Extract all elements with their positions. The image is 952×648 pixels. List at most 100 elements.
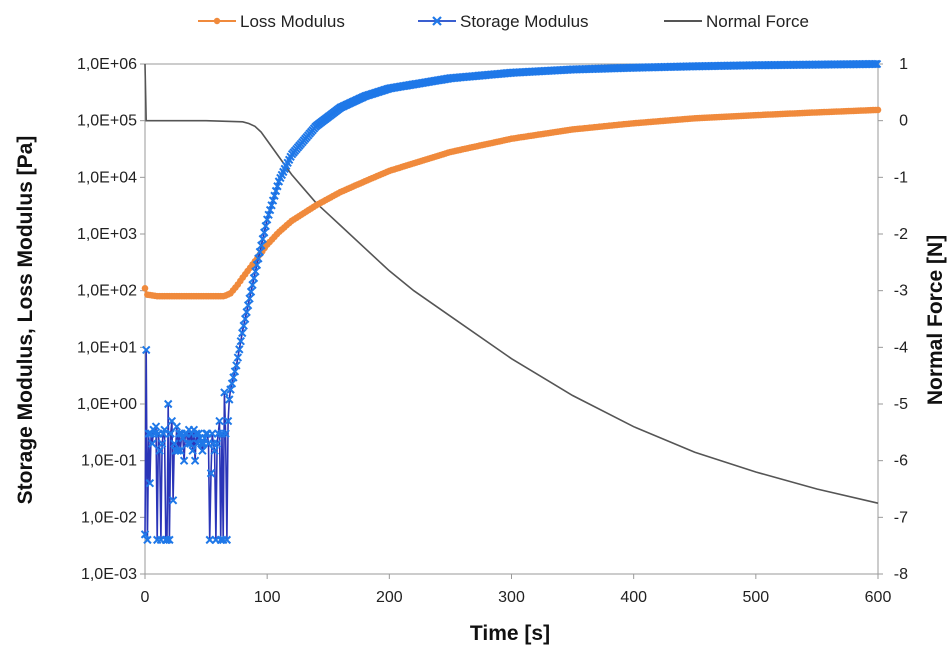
- x-tick-label: 200: [376, 589, 403, 606]
- storage-modulus-point: [260, 228, 269, 237]
- y-left-axis-title: Storage Modulus, Loss Modulus [Pa]: [14, 136, 37, 505]
- loss-modulus-point: [874, 106, 882, 114]
- series-loss-modulus-points: [141, 106, 882, 300]
- storage-modulus-point: [148, 439, 157, 448]
- storage-modulus-point: [140, 530, 150, 539]
- storage-modulus-point: [155, 446, 164, 455]
- storage-modulus-point: [230, 367, 240, 376]
- x-tick-label: 600: [865, 589, 892, 606]
- y-right-tick-label: 1: [899, 56, 908, 73]
- storage-modulus-point: [142, 345, 151, 355]
- storage-modulus-point: [254, 254, 263, 263]
- storage-modulus-point: [243, 301, 253, 310]
- series-storage-modulus-points: [140, 59, 882, 545]
- storage-modulus-point: [172, 422, 181, 431]
- y-right-tick-label: -3: [894, 283, 908, 300]
- x-axis-title: Time [s]: [470, 622, 550, 645]
- legend-item-storage-modulus: Storage Modulus: [418, 12, 589, 31]
- storage-modulus-point: [248, 280, 257, 290]
- storage-modulus-point: [239, 321, 248, 330]
- y-left-tick-label: 1,0E+05: [77, 113, 137, 130]
- storage-modulus-point: [245, 294, 254, 303]
- y-left-tick-label: 1,0E+01: [77, 339, 137, 356]
- storage-modulus-point: [255, 247, 265, 257]
- storage-modulus-point: [207, 429, 217, 438]
- storage-modulus-point: [185, 439, 195, 448]
- y-left-tick-label: 1,0E-01: [81, 453, 137, 470]
- storage-modulus-point: [157, 439, 167, 448]
- storage-modulus-point: [205, 535, 214, 545]
- legend: Loss Modulus Storage Modulus Normal Forc…: [198, 12, 809, 31]
- y-left-tick-label: 1,0E+03: [77, 226, 137, 243]
- storage-modulus-point: [166, 429, 175, 438]
- storage-modulus-point: [179, 456, 189, 465]
- storage-modulus-point: [872, 59, 882, 69]
- y-right-axis: -8 -7 -6 -5 -4 -3 -2 -1 0 1: [878, 56, 908, 583]
- storage-modulus-point: [242, 307, 251, 317]
- y-right-tick-label: -6: [894, 453, 908, 470]
- legend-item-normal-force: Normal Force: [664, 12, 809, 31]
- storage-modulus-point: [183, 439, 192, 448]
- y-left-tick-label: 1,0E+00: [77, 396, 137, 413]
- storage-modulus-point: [173, 446, 183, 455]
- storage-modulus-point: [190, 456, 200, 465]
- y-left-tick-label: 1,0E-02: [81, 509, 137, 526]
- storage-modulus-point: [170, 439, 179, 448]
- y-right-axis-title: Normal Force [N]: [924, 235, 947, 405]
- storage-modulus-point: [220, 388, 229, 397]
- storage-modulus-point: [168, 496, 178, 505]
- storage-modulus-point: [238, 328, 247, 338]
- storage-modulus-point: [223, 416, 233, 426]
- y-right-tick-label: -7: [894, 509, 908, 526]
- storage-modulus-point: [164, 399, 173, 409]
- storage-modulus-point: [232, 361, 241, 370]
- storage-modulus-point: [151, 422, 161, 431]
- y-right-tick-label: -8: [894, 566, 908, 583]
- x-tick-label: 100: [254, 589, 281, 606]
- storage-modulus-point: [251, 267, 260, 276]
- storage-modulus-point: [165, 535, 174, 545]
- storage-modulus-point: [229, 373, 238, 382]
- y-left-tick-label: 1,0E+02: [77, 283, 137, 300]
- x-tick-label: 400: [620, 589, 647, 606]
- legend-marker-storage-modulus: [432, 16, 442, 26]
- storage-modulus-point: [143, 535, 152, 545]
- storage-modulus-point: [261, 221, 270, 231]
- y-right-tick-label: -1: [894, 169, 908, 186]
- storage-modulus-point: [176, 446, 185, 455]
- y-left-tick-label: 1,0E+06: [77, 56, 137, 73]
- storage-modulus-point: [210, 446, 219, 455]
- y-left-axis: 1,0E-03 1,0E-02 1,0E-01 1,0E+00 1,0E+01 1,0E+…: [77, 56, 145, 583]
- y-left-tick-label: 1,0E-03: [81, 566, 137, 583]
- storage-modulus-point: [225, 395, 234, 404]
- storage-modulus-point: [258, 234, 267, 244]
- storage-modulus-point: [226, 385, 235, 394]
- storage-modulus-point: [252, 260, 262, 270]
- y-right-tick-label: -4: [894, 339, 908, 356]
- storage-modulus-point: [198, 446, 207, 455]
- x-axis: 0 100 200 300 400 500 600: [141, 574, 892, 606]
- y-left-tick-label: 1,0E+04: [77, 169, 137, 186]
- loss-modulus-point: [141, 285, 149, 292]
- storage-modulus-point: [240, 314, 250, 324]
- storage-modulus-point: [162, 535, 172, 545]
- storage-modulus-point: [212, 439, 222, 448]
- storage-modulus-point: [869, 59, 879, 69]
- y-right-tick-label: 0: [899, 113, 908, 130]
- storage-modulus-point: [222, 535, 232, 545]
- storage-modulus-point: [249, 273, 259, 283]
- storage-modulus-point: [160, 425, 169, 435]
- x-tick-label: 300: [498, 589, 525, 606]
- storage-modulus-point: [235, 345, 244, 354]
- legend-label-storage-modulus: Storage Modulus: [460, 12, 589, 31]
- storage-modulus-point: [215, 416, 224, 426]
- storage-modulus-point: [206, 469, 216, 478]
- storage-modulus-point: [233, 353, 243, 362]
- storage-modulus-point: [257, 241, 266, 250]
- legend-marker-loss-modulus: [213, 17, 221, 25]
- storage-modulus-point: [227, 379, 237, 388]
- storage-modulus-point: [221, 429, 230, 438]
- storage-modulus-point: [236, 336, 245, 346]
